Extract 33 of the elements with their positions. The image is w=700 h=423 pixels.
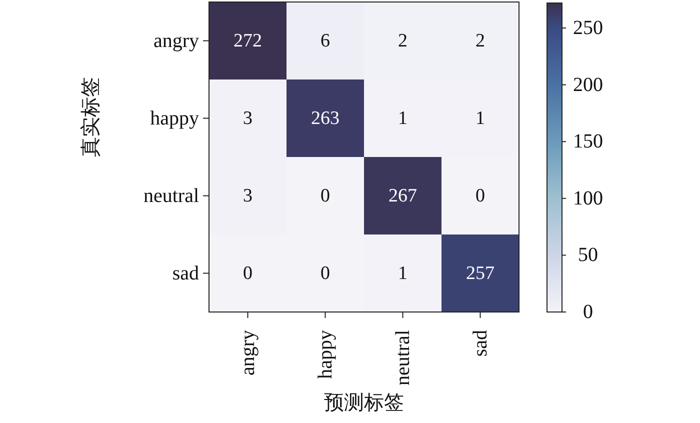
color-bar-label: 50 [578, 244, 598, 266]
data-label: 257 [466, 262, 494, 284]
data-label: 1 [398, 262, 408, 284]
x-tick-label: happy [314, 330, 336, 379]
data-label: 3 [243, 108, 252, 129]
color-bar-label: 0 [583, 301, 593, 323]
color-bar-label: 100 [573, 187, 603, 210]
y-tick-label: happy [150, 107, 199, 130]
data-label: 0 [320, 185, 330, 206]
x-axis-title: 预测标签 [324, 392, 404, 414]
colorbar: 0 50 100 150 200 250 [546, 2, 603, 323]
data-label: 0 [476, 185, 485, 206]
y-tick-label: angry [153, 30, 199, 52]
y-axis-title: 真实标签 [80, 77, 102, 157]
data-label: 0 [243, 262, 252, 284]
data-label: 1 [398, 108, 408, 129]
y-tick-label: neutral [143, 184, 200, 207]
color-bar-label: 250 [573, 16, 603, 39]
data-label: 2 [476, 30, 485, 52]
data-label: 267 [388, 185, 417, 206]
color-bar-label: 150 [573, 130, 603, 153]
data-label: 2 [398, 30, 408, 52]
data-label: 6 [320, 30, 330, 52]
y-tick-label: sad [172, 262, 199, 284]
data-label: 263 [311, 108, 340, 129]
x-tick-label: sad [469, 330, 492, 357]
x-tick-label: angry [236, 330, 259, 376]
data-label: 3 [243, 185, 252, 206]
data-label: 272 [234, 30, 262, 52]
data-label: 1 [476, 108, 485, 129]
color-bar-label: 200 [573, 74, 603, 96]
x-tick-label: neutral [392, 330, 414, 386]
data-label: 0 [320, 262, 330, 284]
